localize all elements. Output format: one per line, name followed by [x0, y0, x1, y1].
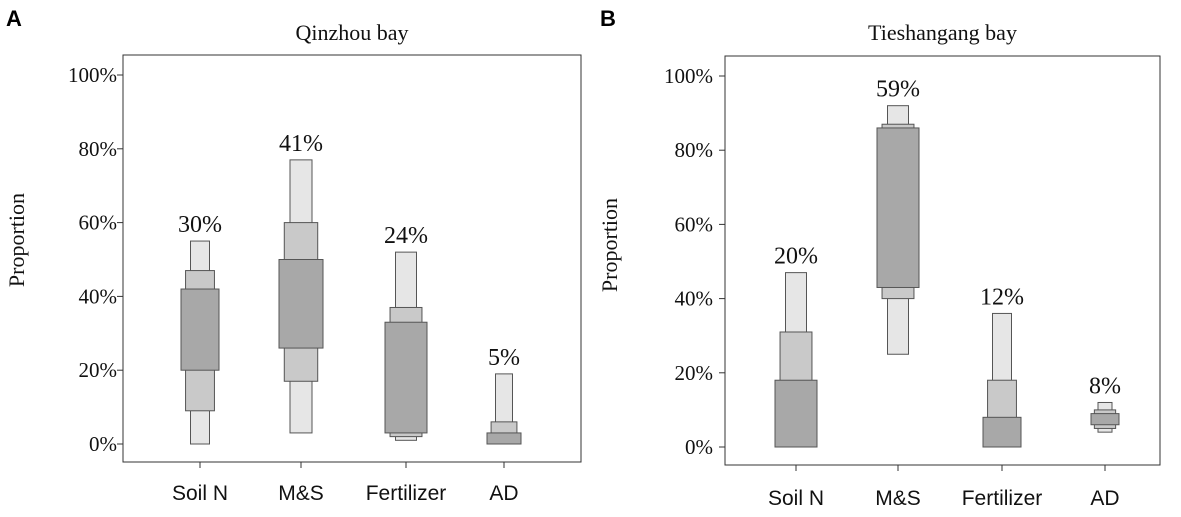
panel-a-ytick-label: 20% — [79, 358, 118, 382]
panel-b-box-ci50 — [774, 379, 818, 448]
panel-a-xtick-label: Soil N — [172, 482, 228, 505]
panel-a-box-ci50 — [384, 321, 428, 434]
panel-b-data-label: 20% — [774, 244, 818, 270]
panel-a-xtick-label: M&S — [278, 482, 324, 505]
panel-a-box-ci50 — [278, 259, 324, 349]
panel-b-data-label: 12% — [980, 284, 1024, 310]
panel-b-ytick-label: 40% — [675, 287, 714, 311]
panel-b-ytick-label: 100% — [664, 64, 713, 88]
panel-b-title: Tieshangang bay — [868, 20, 1017, 45]
panel-b-xtick-label: Fertilizer — [962, 487, 1043, 510]
panel-a-ytick-label: 40% — [79, 284, 118, 308]
panel-b-data-label: 8% — [1089, 373, 1121, 399]
panel-b-box-ci50 — [1090, 413, 1120, 426]
panel-b-letter: B — [600, 6, 616, 31]
panel-a-ylabel: Proportion — [4, 193, 29, 287]
panel-b-ytick-label: 20% — [675, 361, 714, 385]
panel-a-data-label: 30% — [178, 212, 222, 238]
panel-a-letter: A — [6, 6, 22, 31]
panel-a-box-ci50 — [486, 432, 522, 445]
panel-a-box-ci50 — [180, 288, 220, 371]
panel-a-xtick-label: AD — [489, 482, 518, 505]
panel-b-ytick-label: 60% — [675, 212, 714, 236]
panel-b-box-ci50 — [982, 416, 1022, 448]
panel-b-ytick-label: 0% — [685, 435, 713, 459]
panel-b-box-ci50 — [876, 127, 920, 288]
panel-a-ytick-label: 60% — [79, 211, 118, 235]
panel-b-ytick-label: 80% — [675, 138, 714, 162]
panel-b-ylabel: Proportion — [597, 198, 622, 292]
panel-b-data-label: 59% — [876, 77, 920, 103]
panel-a-data-label: 5% — [488, 345, 520, 371]
panel-a-ytick-label: 100% — [68, 63, 117, 87]
panel-b-xtick-label: M&S — [875, 487, 921, 510]
panel-a-ytick-label: 80% — [79, 137, 118, 161]
panel-a-ytick-label: 0% — [89, 432, 117, 456]
panel-a-data-label: 41% — [279, 131, 323, 157]
panel-a-xtick-label: Fertilizer — [366, 482, 447, 505]
panel-a-plot-frame — [122, 54, 582, 463]
panel-a-data-label: 24% — [384, 223, 428, 249]
panel-b-xtick-label: AD — [1090, 487, 1119, 510]
panel-a-title: Qinzhou bay — [295, 20, 408, 45]
panel-b-plot-frame — [724, 55, 1161, 466]
panel-b-xtick-label: Soil N — [768, 487, 824, 510]
